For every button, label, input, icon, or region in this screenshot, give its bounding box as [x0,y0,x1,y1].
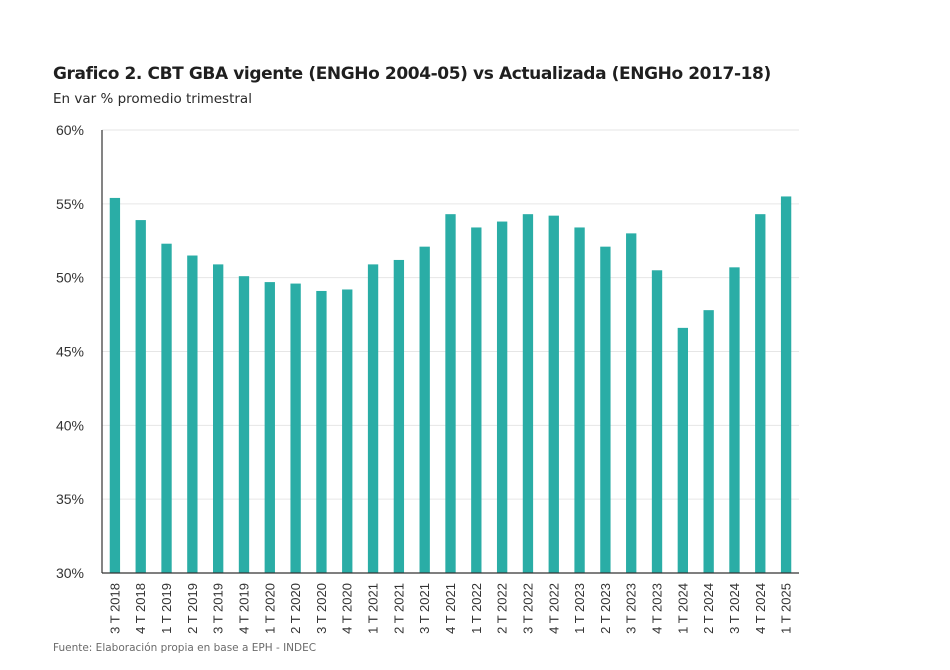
bar [419,246,430,573]
bar [393,259,405,573]
bar [600,246,611,573]
bar [342,289,353,573]
bar [367,264,379,573]
x-tick-label: 2 T 2024 [701,583,716,634]
bar [109,197,121,573]
bar [729,267,740,573]
x-tick-label: 1 T 2019 [159,583,174,634]
bar [522,214,534,574]
x-tick-label: 3 T 2023 [624,583,639,634]
bar [677,327,688,573]
chart-title: Grafico 2. CBT GBA vigente (ENGHo 2004-0… [53,64,771,84]
x-axis-ticks: 3 T 2018 4 T 2018 1 T 2019 2 T 2019 3 T 2019… [107,583,793,634]
bar [161,243,172,573]
bar [213,264,224,573]
x-tick-label: 4 T 2021 [443,583,458,634]
bar [651,270,663,573]
x-tick-label: 1 T 2024 [675,583,690,634]
x-tick-label: 1 T 2022 [469,583,484,634]
x-tick-label: 3 T 2024 [727,583,742,634]
x-tick-label: 2 T 2019 [185,583,200,634]
x-tick-label: 4 T 2023 [650,583,665,634]
y-axis-ticks: 30% 35% 40% 45% 50% 55% 60% [56,122,84,581]
bar [238,276,250,573]
x-tick-label: 1 T 2021 [366,583,381,634]
x-tick-label: 4 T 2024 [753,583,768,634]
x-tick-label: 3 T 2020 [314,583,329,634]
bar [755,214,766,574]
x-tick-label: 3 T 2021 [417,583,432,634]
x-tick-label: 2 T 2022 [495,583,510,634]
x-tick-label: 4 T 2022 [546,583,561,634]
bar [496,221,508,574]
y-tick-label: 30% [56,565,84,581]
bars [109,196,792,574]
y-tick-label: 45% [56,344,84,360]
x-tick-label: 3 T 2019 [211,583,226,634]
y-tick-label: 40% [56,417,84,433]
x-tick-label: 1 T 2023 [572,583,587,634]
axes [101,130,799,574]
bar [548,215,559,573]
x-tick-label: 2 T 2020 [288,583,303,634]
bar [703,310,714,573]
source-note: Fuente: Elaboración propia en base a EPH… [53,642,317,654]
x-tick-label: 4 T 2018 [133,583,148,634]
bar [445,214,456,574]
x-tick-label: 2 T 2023 [598,583,613,634]
chart-subtitle: En var % promedio trimestral [53,91,252,107]
bar [574,227,585,573]
y-tick-label: 55% [56,196,84,212]
bar [187,255,198,573]
x-tick-label: 2 T 2021 [391,583,406,634]
x-tick-label: 1 T 2020 [262,583,277,634]
x-tick-label: 4 T 2019 [236,583,251,634]
bar [626,233,637,573]
bar [135,220,146,573]
y-tick-label: 35% [56,491,84,507]
bar [471,227,482,573]
y-tick-label: 60% [56,122,84,138]
bar [264,282,275,573]
x-tick-label: 3 T 2022 [520,583,535,634]
x-tick-label: 3 T 2018 [107,583,122,634]
bar [316,290,327,573]
bar [780,196,792,573]
y-tick-label: 50% [56,270,84,286]
x-tick-label: 1 T 2025 [779,583,794,634]
bar [290,283,301,573]
x-tick-label: 4 T 2020 [340,583,355,634]
